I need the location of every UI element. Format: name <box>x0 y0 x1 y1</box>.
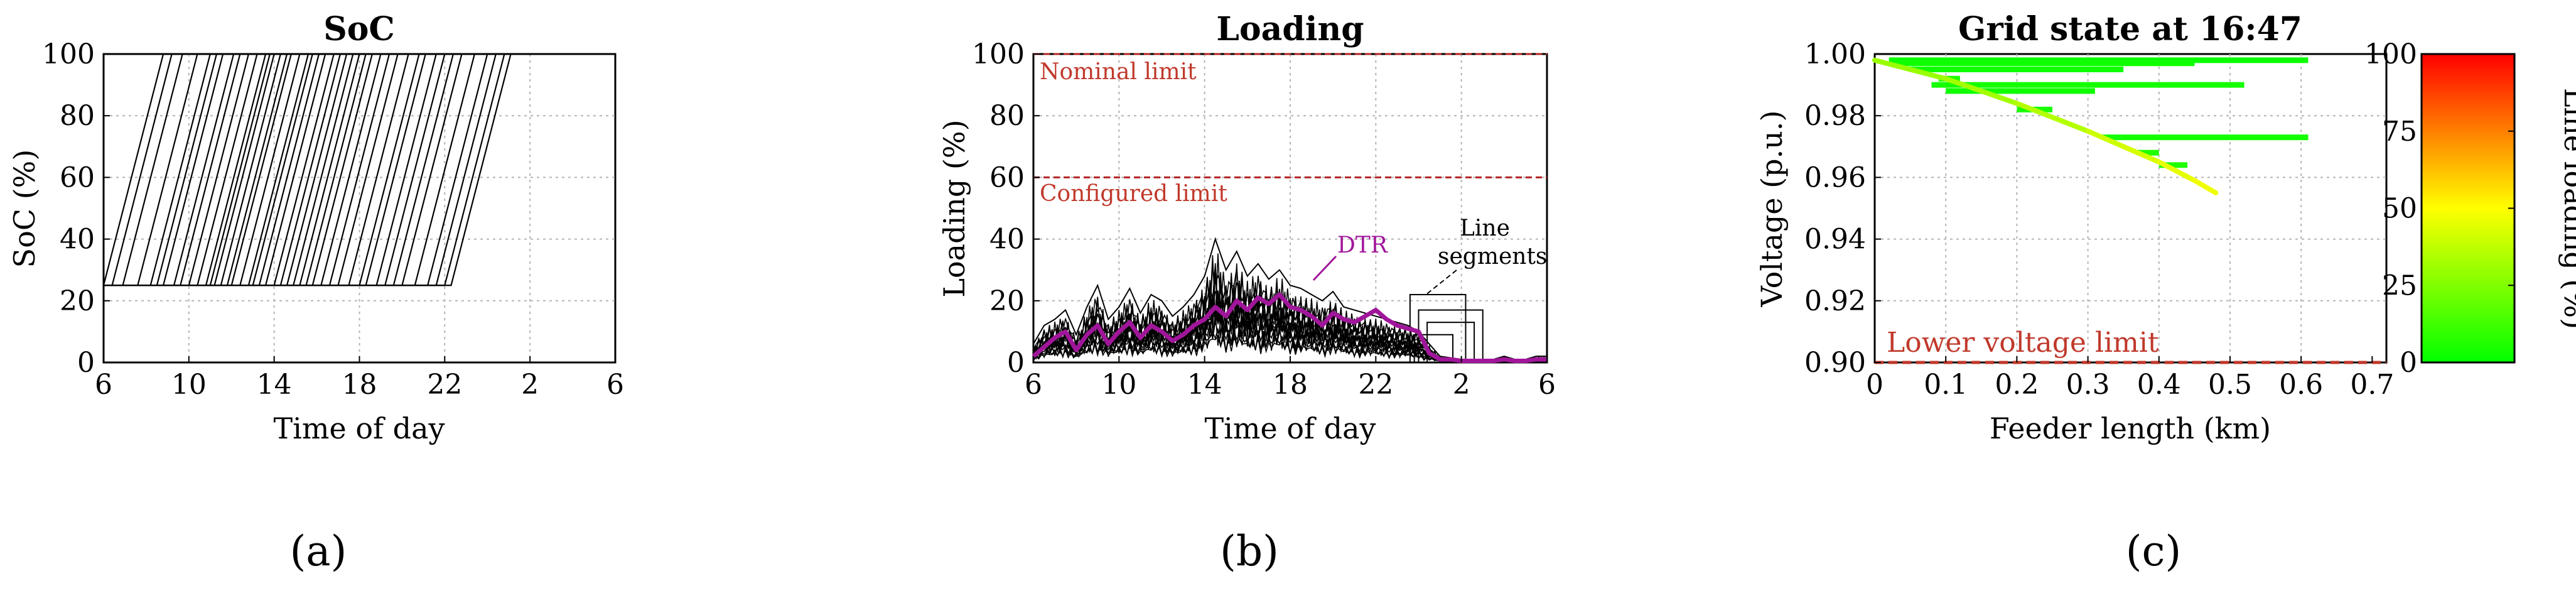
soc-xlabel: Time of day <box>273 411 445 445</box>
loading-ylabel: Loading (%) <box>937 119 971 297</box>
soc-xtick-label: 10 <box>171 369 207 401</box>
loading-ytick-label: 40 <box>989 224 1025 256</box>
soc-ytick-label: 0 <box>77 347 95 379</box>
colorbar-label: Line loading (%) <box>2558 88 2576 329</box>
grid-state-title: Grid state at 16:47 <box>1958 10 2302 48</box>
soc-ytick-label: 20 <box>60 285 95 317</box>
panel-label-b: (b) <box>1220 527 1279 575</box>
main-feeder-segment <box>2156 159 2197 183</box>
main-feeder-segment <box>2014 101 2091 134</box>
main-feeder-segment <box>1943 76 2020 106</box>
grid-state-xtick-label: 0.6 <box>2279 369 2323 401</box>
loading-xtick-label: 22 <box>1358 369 1393 401</box>
soc-title: SoC <box>323 10 395 48</box>
configured-limit-label: Configured limit <box>1040 181 1227 207</box>
loading-xtick-label: 10 <box>1101 369 1136 401</box>
soc-ylabel: SoC (%) <box>8 150 41 268</box>
grid-state-y-ticks: 0.90 0.92 0.94 0.96 0.98 1.00 <box>1804 38 1881 379</box>
colorbar <box>2420 53 2516 364</box>
grid-state-xtick-label: 0.7 <box>2350 369 2394 401</box>
loading-ytick-label: 20 <box>989 285 1025 317</box>
loading-ytick-label: 80 <box>989 100 1025 132</box>
loading-xtick-label: 6 <box>1538 369 1556 401</box>
soc-xtick-label: 22 <box>427 369 462 401</box>
dtr-pointer <box>1312 255 1337 281</box>
grid-state-xtick-label: 0.4 <box>2137 369 2181 401</box>
soc-ytick-label: 100 <box>42 38 95 70</box>
grid-state-x-ticks: 0 0.1 0.2 0.3 0.4 0.5 0.6 0.7 <box>1866 356 2394 401</box>
loading-xtick-label: 14 <box>1187 369 1222 401</box>
main-feeder-segment <box>2085 128 2126 150</box>
grid-state-xlabel: Feeder length (km) <box>1990 411 2271 445</box>
line-segments-label-2: segments <box>1438 244 1547 269</box>
loading-ytick-label: 60 <box>989 161 1025 193</box>
colorbar-tick-label: 100 <box>2364 38 2417 70</box>
loading-title: Loading <box>1216 10 1364 48</box>
grid-state-xtick-label: 0.1 <box>1924 369 1968 401</box>
soc-x-ticks: 6 10 14 18 22 2 6 <box>95 356 624 401</box>
main-feeder-segment <box>2192 178 2219 195</box>
nominal-limit-label: Nominal limit <box>1040 59 1197 85</box>
panel-c-grid-state: 0 0.1 0.2 0.3 0.4 0.5 0.6 0.7 0.900.920.940.960… <box>1755 10 2576 575</box>
grid-state-ytick-label: 0.98 <box>1804 100 1866 132</box>
grid-state-ytick-label: 1.00 <box>1804 38 1866 70</box>
colorbar-ticks: 0 25 50 75 100 <box>2364 38 2514 379</box>
loading-x-ticks: 6 10 14 18 22 2 6 <box>1025 356 1556 401</box>
colorbar-tick-label: 25 <box>2382 269 2417 302</box>
colorbar-tick-label: 50 <box>2382 193 2417 225</box>
main-feeder-segment <box>1872 57 1949 82</box>
main-feeder-segment <box>2121 144 2162 165</box>
loading-limit-lines <box>1033 53 1547 178</box>
colorbar-tick-label: 0 <box>2400 347 2417 379</box>
loading-xtick-label: 2 <box>1453 369 1470 401</box>
soc-ytick-label: 40 <box>60 224 95 256</box>
dtr-label: DTR <box>1337 232 1388 258</box>
panel-label-c: (c) <box>2126 527 2181 575</box>
grid-state-xtick-label: 0.2 <box>1995 369 2039 401</box>
soc-y-ticks: 0 20 40 60 80 100 <box>42 38 110 379</box>
grid-state-xtick-label: 0 <box>1866 369 1883 401</box>
loading-y-ticks: 0 20 40 60 80 100 <box>972 38 1040 379</box>
soc-xtick-label: 14 <box>257 369 292 401</box>
grid-state-ytick-label: 0.90 <box>1804 347 1866 379</box>
soc-ytick-label: 60 <box>60 161 95 193</box>
soc-charging-curves <box>102 53 615 286</box>
grid-state-ytick-label: 0.94 <box>1804 224 1866 256</box>
grid-state-ylabel: Voltage (p.u.) <box>1755 111 1789 308</box>
grid-state-ytick-label: 0.92 <box>1804 285 1866 317</box>
loading-ytick-label: 100 <box>972 38 1025 70</box>
grid-state-plot-area <box>1873 53 2388 364</box>
line-segments-label-1: Line <box>1460 215 1510 241</box>
line-segments-pointer <box>1425 269 1457 296</box>
segment-step <box>1413 334 1454 363</box>
loading-xtick-label: 6 <box>1025 369 1042 401</box>
soc-ytick-label: 80 <box>60 100 95 132</box>
soc-xtick-label: 2 <box>521 369 539 401</box>
loading-xlabel: Time of day <box>1204 411 1376 445</box>
loading-ytick-label: 0 <box>1007 347 1025 379</box>
grid-state-xtick-label: 0.3 <box>2066 369 2110 401</box>
main-feeder-line <box>1872 57 2219 195</box>
panel-label-a: (a) <box>290 527 347 575</box>
grid-state-xtick-label: 0.5 <box>2208 369 2252 401</box>
soc-xtick-label: 6 <box>606 369 624 401</box>
lower-voltage-limit-label: Lower voltage limit <box>1887 327 2159 359</box>
soc-curve <box>104 53 615 286</box>
grid-state-ytick-label: 0.96 <box>1804 161 1866 193</box>
soc-xtick-label: 18 <box>342 369 377 401</box>
soc-xtick-label: 6 <box>95 369 112 401</box>
loading-xtick-label: 18 <box>1273 369 1308 401</box>
colorbar-tick-label: 75 <box>2382 116 2417 148</box>
